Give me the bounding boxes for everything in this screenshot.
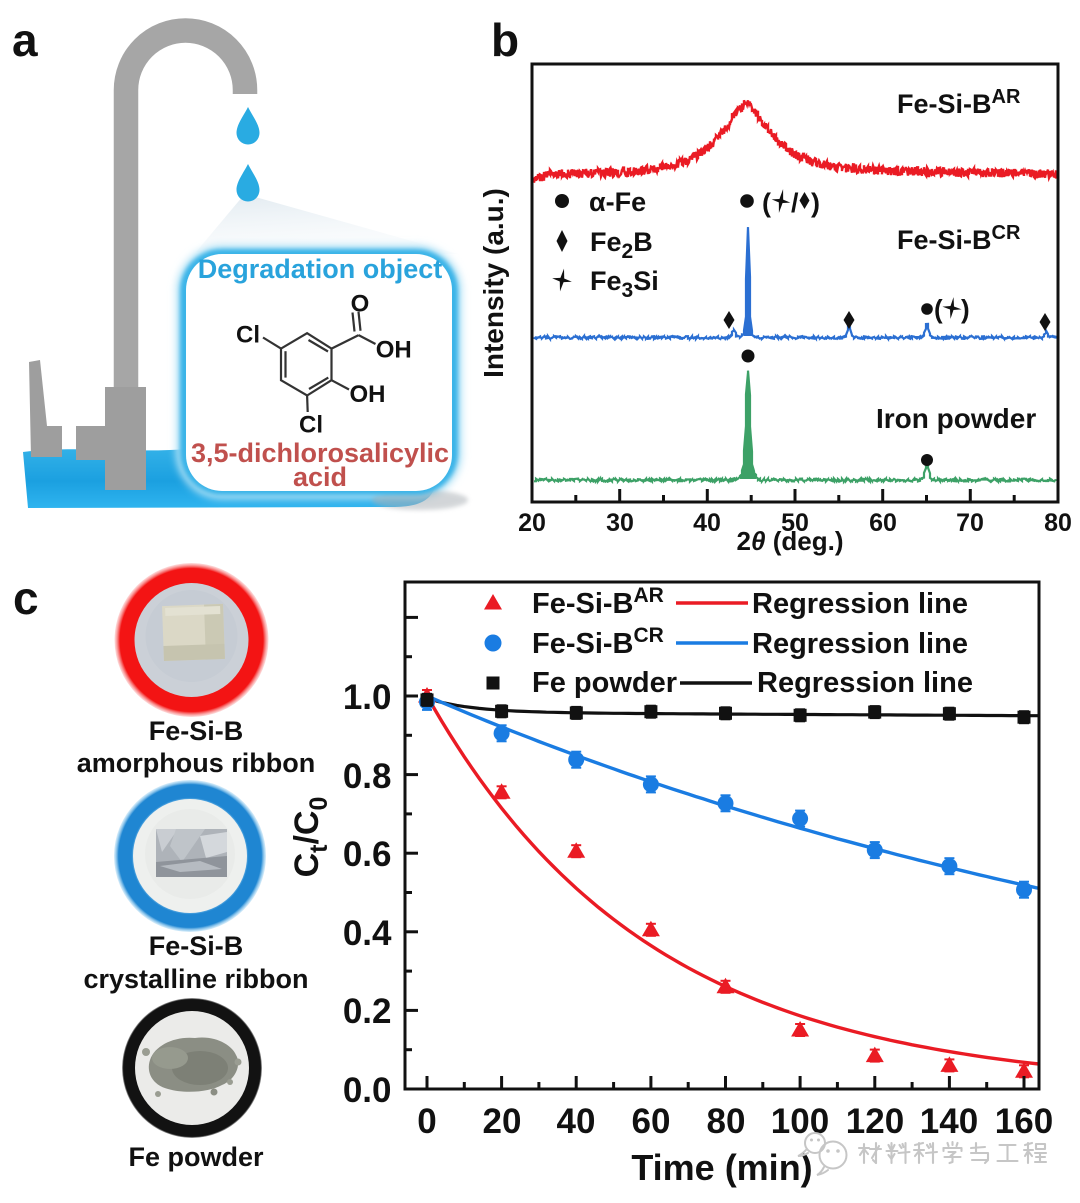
svg-text:α-Fe: α-Fe bbox=[589, 187, 646, 217]
svg-text:Fe-Si-B: Fe-Si-B bbox=[149, 716, 244, 746]
svg-text:Regression line: Regression line bbox=[757, 667, 973, 699]
svg-text:Time (min): Time (min) bbox=[631, 1147, 812, 1188]
svg-text:Fe-Si-BAR: Fe-Si-BAR bbox=[532, 584, 664, 620]
svg-text:b: b bbox=[491, 14, 519, 66]
svg-text:c: c bbox=[13, 572, 39, 624]
svg-text:80: 80 bbox=[707, 1102, 746, 1141]
svg-text:0.4: 0.4 bbox=[343, 914, 392, 953]
svg-text:Ct/C0: Ct/C0 bbox=[288, 797, 333, 878]
svg-text:30: 30 bbox=[606, 509, 634, 537]
svg-text:Iron powder: Iron powder bbox=[876, 403, 1036, 434]
svg-text:Fe-Si-BCR: Fe-Si-BCR bbox=[532, 624, 664, 660]
svg-text:Regression line: Regression line bbox=[752, 588, 968, 620]
svg-text:Degradation object: Degradation object bbox=[198, 254, 443, 284]
svg-text:0.6: 0.6 bbox=[343, 835, 392, 874]
svg-text:140: 140 bbox=[920, 1102, 978, 1141]
svg-text:0.2: 0.2 bbox=[343, 992, 392, 1031]
svg-text:): ) bbox=[961, 294, 970, 324]
svg-text:Cl: Cl bbox=[299, 412, 323, 439]
svg-text:20: 20 bbox=[518, 509, 546, 537]
svg-text:2θ (deg.): 2θ (deg.) bbox=[737, 526, 844, 556]
svg-text:40: 40 bbox=[693, 509, 721, 537]
svg-text:Fe3Si: Fe3Si bbox=[590, 266, 659, 302]
svg-text:120: 120 bbox=[846, 1102, 904, 1141]
svg-text:O: O bbox=[351, 291, 370, 318]
svg-text:0: 0 bbox=[417, 1102, 436, 1141]
svg-text:60: 60 bbox=[869, 509, 897, 537]
svg-text:Cl: Cl bbox=[236, 322, 260, 349]
svg-text:Fe powder: Fe powder bbox=[532, 667, 677, 699]
svg-text:80: 80 bbox=[1044, 509, 1072, 537]
svg-text:acid: acid bbox=[293, 462, 347, 492]
svg-text:50: 50 bbox=[781, 509, 809, 537]
svg-text:/: / bbox=[791, 188, 799, 218]
svg-text:0.0: 0.0 bbox=[343, 1071, 392, 1110]
svg-text:Intensity (a.u.): Intensity (a.u.) bbox=[478, 188, 509, 378]
svg-text:OH: OH bbox=[376, 337, 412, 364]
svg-text:0.8: 0.8 bbox=[343, 757, 392, 796]
svg-text:): ) bbox=[811, 188, 820, 218]
svg-text:Fe-Si-BAR: Fe-Si-BAR bbox=[897, 86, 1021, 119]
svg-text:3,5-dichlorosalicylic: 3,5-dichlorosalicylic bbox=[191, 438, 449, 468]
svg-text:crystalline ribbon: crystalline ribbon bbox=[83, 964, 308, 994]
svg-text:60: 60 bbox=[632, 1102, 671, 1141]
svg-text:Fe-Si-BCR: Fe-Si-BCR bbox=[897, 222, 1021, 255]
svg-text:70: 70 bbox=[956, 509, 984, 537]
svg-text:160: 160 bbox=[995, 1102, 1053, 1141]
svg-text:Fe-Si-B: Fe-Si-B bbox=[149, 931, 244, 961]
svg-text:20: 20 bbox=[483, 1102, 522, 1141]
svg-text:Regression line: Regression line bbox=[752, 628, 968, 660]
svg-text:1.0: 1.0 bbox=[343, 678, 392, 717]
svg-text:Fe powder: Fe powder bbox=[128, 1142, 264, 1172]
svg-text:Fe2B: Fe2B bbox=[590, 227, 653, 263]
svg-text:OH: OH bbox=[350, 381, 386, 408]
svg-text:(: ( bbox=[934, 294, 943, 324]
svg-text:40: 40 bbox=[557, 1102, 596, 1141]
svg-text:(: ( bbox=[762, 188, 771, 218]
svg-text:amorphous ribbon: amorphous ribbon bbox=[77, 748, 316, 778]
svg-text:a: a bbox=[12, 14, 38, 66]
